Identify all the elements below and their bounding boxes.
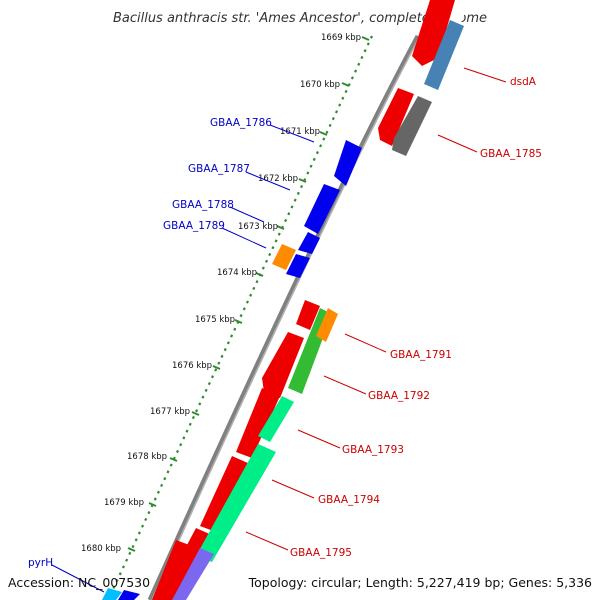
genome-stats-text: Topology: circular; Length: 5,227,419 bp…	[248, 575, 592, 590]
label-GBAA_1786: GBAA_1786	[210, 117, 272, 129]
tick-label-1680: 1680 kbp	[81, 544, 121, 554]
leader-GBAA_1787	[245, 171, 291, 191]
gene-orange-right	[316, 308, 338, 342]
leader-GBAA_1795	[245, 531, 289, 551]
gene-blue-3	[298, 232, 320, 254]
tick-label-1673: 1673 kbp	[238, 222, 278, 232]
label-GBAA_1792: GBAA_1792	[368, 390, 430, 402]
leader-GBAA_1791	[344, 333, 387, 353]
gene-slateblue	[172, 548, 214, 600]
tick-label-1669: 1669 kbp	[321, 33, 361, 43]
gene-red-8	[152, 540, 192, 600]
gene-red-6	[200, 456, 250, 532]
leader-GBAA_1789	[221, 227, 267, 249]
tick-mark-1677	[191, 411, 200, 416]
tick-mark-1669	[361, 36, 370, 41]
map-title: Bacillus anthracis str. 'Ames Ancestor',…	[113, 11, 487, 26]
label-GBAA_1795: GBAA_1795	[290, 547, 352, 559]
leader-dsdA	[463, 67, 507, 83]
leader-GBAA_1786	[269, 124, 315, 143]
gene-orange-left	[272, 244, 296, 270]
label-GBAA_1788: GBAA_1788	[172, 199, 234, 211]
leader-GBAA_1794	[271, 479, 315, 499]
tick-label-1674: 1674 kbp	[217, 268, 257, 278]
gene-cyan	[102, 588, 122, 600]
tick-mark-1673	[276, 225, 285, 230]
gene-red-2	[378, 88, 414, 146]
dotted-track-outer	[107, 35, 373, 600]
gene-blue-2	[304, 184, 340, 234]
tick-label-1679: 1679 kbp	[104, 498, 144, 508]
tick-label-1677: 1677 kbp	[150, 407, 190, 417]
tick-mark-1679	[148, 502, 157, 507]
accession-text: Accession: NC_007530	[8, 575, 150, 590]
gene-gray	[392, 96, 432, 156]
leader-pyrH	[51, 564, 105, 593]
tick-label-1675: 1675 kbp	[195, 315, 235, 325]
tick-label-1670: 1670 kbp	[300, 80, 340, 90]
genome-backbone-highlight	[151, 35, 421, 600]
label-pyrH: pyrH	[28, 557, 53, 569]
tick-mark-1674	[255, 272, 264, 277]
label-GBAA_1794: GBAA_1794	[318, 494, 380, 506]
gene-red-1	[412, 0, 455, 66]
tick-mark-1672	[298, 178, 307, 183]
tick-mark-1671	[319, 131, 328, 136]
label-dsdA: dsdA	[510, 76, 537, 88]
tick-mark-1675	[234, 319, 243, 324]
tick-mark-1676	[212, 365, 221, 370]
gene-blue-bottom	[118, 590, 140, 600]
tick-label-1671: 1671 kbp	[280, 127, 320, 137]
label-GBAA_1785: GBAA_1785	[480, 148, 542, 160]
gene-steelblue	[424, 20, 464, 90]
tick-mark-1670	[341, 82, 350, 87]
label-GBAA_1793: GBAA_1793	[342, 444, 404, 456]
label-GBAA_1787: GBAA_1787	[188, 163, 250, 175]
label-GBAA_1791: GBAA_1791	[390, 349, 452, 361]
gene-red-3	[296, 300, 320, 330]
tick-group: 1669 kbp 1670 kbp 1671 kbp 1672 kbp 1673…	[81, 33, 370, 554]
label-GBAA_1789: GBAA_1789	[163, 220, 225, 232]
gene-mint-1	[258, 396, 294, 442]
gene-red-4	[262, 332, 304, 398]
leader-GBAA_1785	[437, 134, 478, 153]
gene-blue-1	[334, 140, 362, 186]
tick-label-1672: 1672 kbp	[258, 174, 298, 184]
gene-red-5	[236, 388, 280, 458]
gene-blue-4	[286, 254, 310, 278]
leader-GBAA_1792	[323, 375, 367, 395]
tick-mark-1678	[169, 457, 178, 462]
leader-GBAA_1793	[297, 429, 341, 449]
tick-mark-1680	[127, 547, 136, 552]
gene-mint-2	[196, 444, 276, 562]
leader-GBAA_1788	[229, 206, 265, 223]
tick-label-1678: 1678 kbp	[127, 452, 167, 462]
tick-label-1676: 1676 kbp	[172, 361, 212, 371]
